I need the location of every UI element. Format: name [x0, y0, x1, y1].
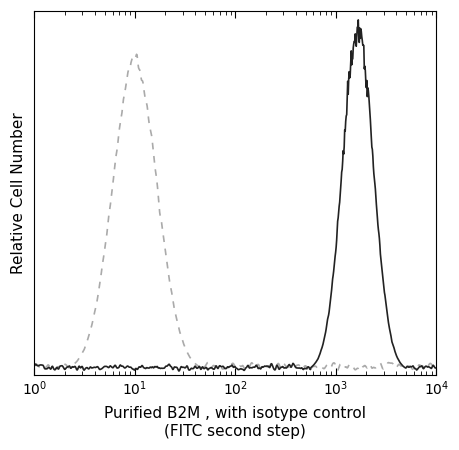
Y-axis label: Relative Cell Number: Relative Cell Number — [11, 112, 26, 274]
X-axis label: Purified B2M , with isotype control
(FITC second step): Purified B2M , with isotype control (FIT… — [104, 406, 365, 439]
